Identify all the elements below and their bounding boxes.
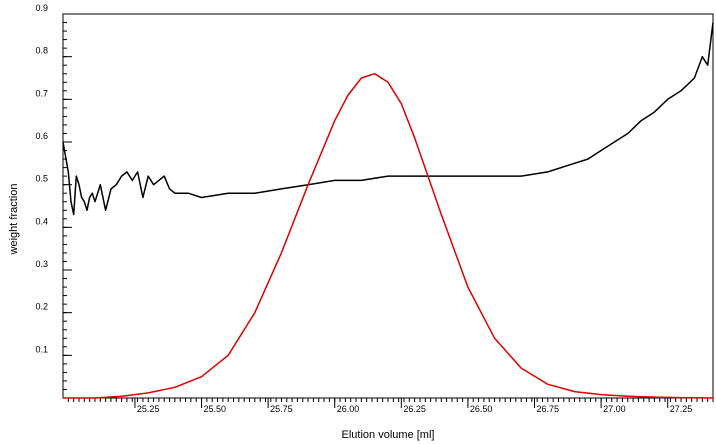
series-line-2 [63,72,714,399]
plot-frame [62,13,714,399]
y-tick-label: 0.5 [35,174,48,184]
y-tick-label: 0.6 [35,131,48,141]
y-axis: 0.1 0.2 0.3 0.4 0.5 0.6 0.7 0.8 0.9 [35,3,72,390]
series-layer [62,22,714,399]
y-tick-label: 0.4 [35,216,48,226]
x-tick-label: 27.00 [603,404,626,414]
x-tick-label: 26.50 [470,404,493,414]
x-tick-label: 26.75 [537,404,560,414]
y-tick-label: 0.2 [35,302,48,312]
x-axis: 25.25 25.50 25.75 26.00 26.25 26.50 26.75 27.00… [67,398,714,414]
x-tick-label: 25.75 [270,404,293,414]
y-tick-label: 0.3 [35,259,48,269]
x-axis-label: Elution volume [ml] [342,429,435,441]
x-tick-label: 25.25 [137,404,160,414]
x-tick-label: 26.25 [403,404,426,414]
y-tick-label: 0.1 [35,344,48,354]
y-tick-label: 0.8 [35,46,48,56]
y-tick-label: 0.9 [35,3,48,13]
x-tick-label: 27.25 [670,404,693,414]
x-tick-label: 25.50 [204,404,227,414]
x-tick-label: 26.00 [337,404,360,414]
series-line-1 [62,22,714,216]
y-axis-label: weight fraction [8,184,20,256]
y-tick-label: 0.7 [35,88,48,98]
